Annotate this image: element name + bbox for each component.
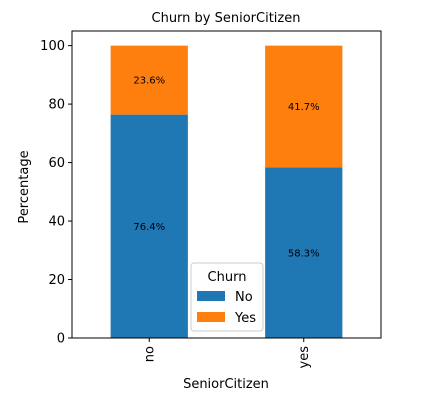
bar-yes-yes: [265, 45, 343, 168]
y-tick-label-20: 20: [48, 273, 65, 288]
data-label-yes-no: 58.3%: [288, 248, 320, 259]
bar-no-yes: [110, 45, 188, 115]
chart-title: Churn by SeniorCitizen: [152, 11, 301, 26]
data-label-no-yes: 23.6%: [133, 76, 165, 87]
y-tick-label-0: 0: [57, 332, 65, 347]
y-tick-label-80: 80: [48, 98, 65, 113]
bar-yes-no: [265, 167, 343, 338]
data-labels: 76.4% 23.6% 58.3% 41.7%: [133, 76, 319, 260]
data-label-no-no: 76.4%: [133, 222, 165, 233]
legend: Churn No Yes: [190, 262, 264, 332]
plot-frame: [71, 30, 382, 339]
legend-swatch-yes: [197, 312, 225, 322]
x-tick-label-yes: yes: [297, 346, 312, 369]
y-tick-label-60: 60: [48, 156, 65, 171]
y-tick-label-100: 100: [40, 39, 65, 54]
legend-label-yes: Yes: [234, 311, 256, 326]
y-axis-label: Percentage: [17, 150, 32, 223]
y-tick-label-40: 40: [48, 215, 65, 230]
x-axis-label: SeniorCitizen: [183, 377, 269, 392]
data-label-yes-yes: 41.7%: [288, 102, 320, 113]
x-tick-label-no: no: [142, 346, 157, 362]
bars: [110, 45, 343, 339]
y-axis: 0 20 40 60 80 100: [40, 39, 72, 347]
legend-label-no: No: [235, 290, 253, 305]
x-axis: no yes: [142, 338, 312, 368]
bar-no-no: [110, 114, 188, 339]
legend-title: Churn: [208, 270, 247, 285]
legend-swatch-no: [197, 291, 225, 301]
